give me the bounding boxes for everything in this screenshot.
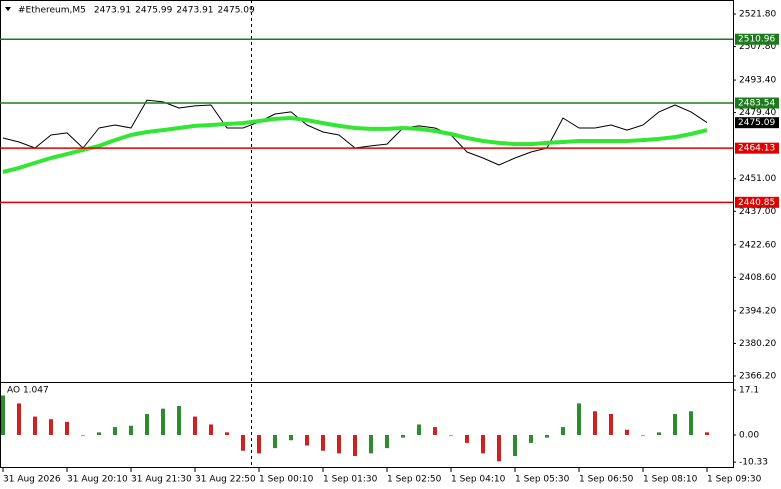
ao-bar — [161, 408, 165, 435]
level-label-bg — [735, 97, 779, 109]
ao-bar — [497, 434, 501, 462]
ao-bar — [561, 427, 565, 435]
x-tick-label: 31 Aug 2026 — [3, 475, 61, 485]
y-tick-label: 2507.80 — [739, 42, 776, 52]
ao-bar — [305, 434, 309, 446]
ao-bar — [657, 432, 661, 435]
level-label: 2440.85 — [738, 198, 775, 208]
x-tick-label: 1 Sep 05:30 — [515, 475, 570, 485]
ao-bar — [385, 434, 389, 449]
menu-arrow[interactable] — [5, 7, 11, 11]
x-tick-label: 1 Sep 06:50 — [579, 475, 634, 485]
x-tick-label: 1 Sep 04:10 — [451, 475, 506, 485]
y-tick-label: 2380.20 — [739, 339, 776, 349]
y-tick-label: 2366.20 — [739, 371, 776, 381]
ao-bar — [513, 434, 517, 457]
ao-bar — [433, 427, 437, 435]
ao-bar — [273, 434, 277, 449]
symbol: #Ethereum,M5 — [18, 6, 86, 16]
ao-bar — [193, 416, 197, 435]
ao-bar — [369, 434, 373, 454]
ao-bar — [337, 434, 341, 454]
y-tick-label: 2394.20 — [739, 306, 776, 316]
last-price-label: 2475.09 — [738, 118, 775, 128]
ao-bar — [689, 411, 693, 435]
ao-bar — [257, 434, 261, 454]
ao-bar — [177, 406, 181, 435]
ao-bar — [481, 434, 485, 454]
ao-bar — [705, 432, 709, 435]
last-price-bg — [735, 117, 779, 129]
ao-bar — [241, 434, 245, 451]
ao-bar — [401, 434, 405, 438]
ao-bar — [129, 425, 133, 435]
level-label-bg — [735, 33, 779, 45]
y-tick-label: -10.33 — [739, 458, 768, 468]
ao-bar — [673, 413, 677, 435]
ao-bar — [417, 424, 421, 435]
y-tick-label: 2422.60 — [739, 240, 776, 250]
x-tick-label: 1 Sep 08:10 — [643, 475, 698, 485]
ao-bar — [49, 419, 53, 435]
level-label-bg — [735, 196, 779, 208]
x-tick-label: 1 Sep 00:10 — [259, 475, 314, 485]
ao-bar — [545, 434, 549, 438]
ohlc-value: 2475.99 — [135, 6, 172, 16]
ao-bar — [529, 434, 533, 443]
moving-average — [2, 116, 708, 174]
ao-bar — [609, 413, 613, 435]
y-tick-label: 0.00 — [739, 430, 759, 440]
ao-bar — [353, 434, 357, 457]
ao-bar — [625, 429, 629, 435]
y-tick-label: 2451.00 — [739, 174, 776, 184]
x-tick-label: 31 Aug 21:30 — [131, 475, 192, 485]
ao-bar — [641, 434, 645, 436]
ao-bar — [289, 434, 293, 441]
ao-bar — [81, 434, 85, 436]
ao-bar — [17, 403, 21, 435]
ao-bar — [577, 403, 581, 435]
y-tick-label: 2521.80 — [739, 10, 776, 20]
ao-bar — [225, 432, 229, 435]
level-label-bg — [735, 142, 779, 154]
y-tick-label: 17.1 — [739, 385, 759, 395]
ao-bar — [33, 416, 37, 435]
y-tick-label: 2408.60 — [739, 273, 776, 283]
ohlc-value: 2473.91 — [94, 6, 131, 16]
level-label: 2483.54 — [738, 99, 775, 109]
ao-bar — [65, 421, 69, 435]
ao-bar — [97, 432, 101, 435]
ao-bar — [321, 434, 325, 451]
y-tick-label: 2493.40 — [739, 76, 776, 86]
x-tick-label: 31 Aug 20:10 — [67, 475, 128, 485]
x-tick-label: 1 Sep 01:30 — [323, 475, 378, 485]
ao-bar — [145, 413, 149, 435]
frame — [0, 0, 734, 468]
ao-bar — [209, 424, 213, 435]
x-tick-label: 31 Aug 22:50 — [195, 475, 256, 485]
ao-bar — [593, 411, 597, 435]
ao-bar — [113, 427, 117, 435]
ao-bar — [449, 434, 453, 436]
y-tick-label: 2437.00 — [739, 207, 776, 217]
indicator-title: AO 1.047 — [7, 386, 49, 396]
ohlc-value: 2475.09 — [218, 6, 255, 16]
ao-bar — [465, 434, 469, 443]
x-tick-label: 1 Sep 09:30 — [707, 475, 762, 485]
ohlc-value: 2473.91 — [176, 6, 213, 16]
level-label: 2510.96 — [738, 35, 775, 45]
price-line — [2, 99, 708, 166]
x-tick-label: 1 Sep 02:50 — [387, 475, 442, 485]
ao-bar — [1, 395, 5, 435]
level-label: 2464.13 — [738, 144, 775, 154]
y-tick-label: 2479.40 — [739, 108, 776, 118]
